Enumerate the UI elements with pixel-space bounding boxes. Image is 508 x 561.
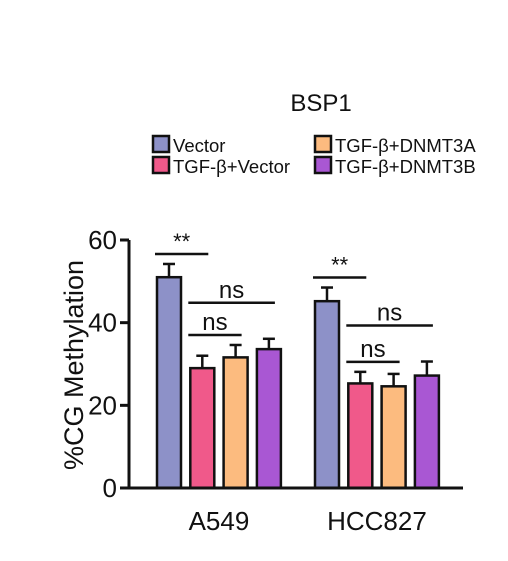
bar [222,356,249,490]
y-tick-label: 0 [103,473,117,503]
legend: Vector TGF-β+DNMT3A TGF-β+Vector TGF-β+DNMT… [151,134,476,177]
significance-label: ns [377,300,402,327]
y-tick-label: 60 [88,225,117,255]
bar [347,382,374,490]
legend-label: Vector [173,135,225,156]
significance-label: ns [219,277,244,304]
legend-swatch [151,155,171,175]
bar [255,347,283,490]
legend-swatch [151,134,171,154]
x-tick-label: HCC827 [327,506,427,536]
chart-title: BSP1 [290,90,351,117]
bar [189,366,216,490]
bar [413,374,441,490]
y-axis-label: %CG Methylation [59,260,89,470]
significance-label: ** [173,229,191,254]
significance-label: ns [360,336,385,363]
legend-label: TGF-β+DNMT3B [335,156,476,177]
y-tick-label: 40 [88,308,117,338]
significance-label: ns [202,309,227,336]
legend-swatch [313,155,333,175]
plot-area: ** ns ns ** ns ns 0 20 40 60 A549 HCC827 [88,225,463,536]
legend-label: TGF-β+Vector [173,156,290,177]
bar [155,275,183,490]
bar [380,385,407,490]
legend-swatch [313,134,333,154]
y-tick-label: 20 [88,390,117,420]
x-tick-label: A549 [189,506,250,536]
significance-label: ** [331,253,349,278]
bar [313,299,341,490]
legend-label: TGF-β+DNMT3A [335,135,476,156]
